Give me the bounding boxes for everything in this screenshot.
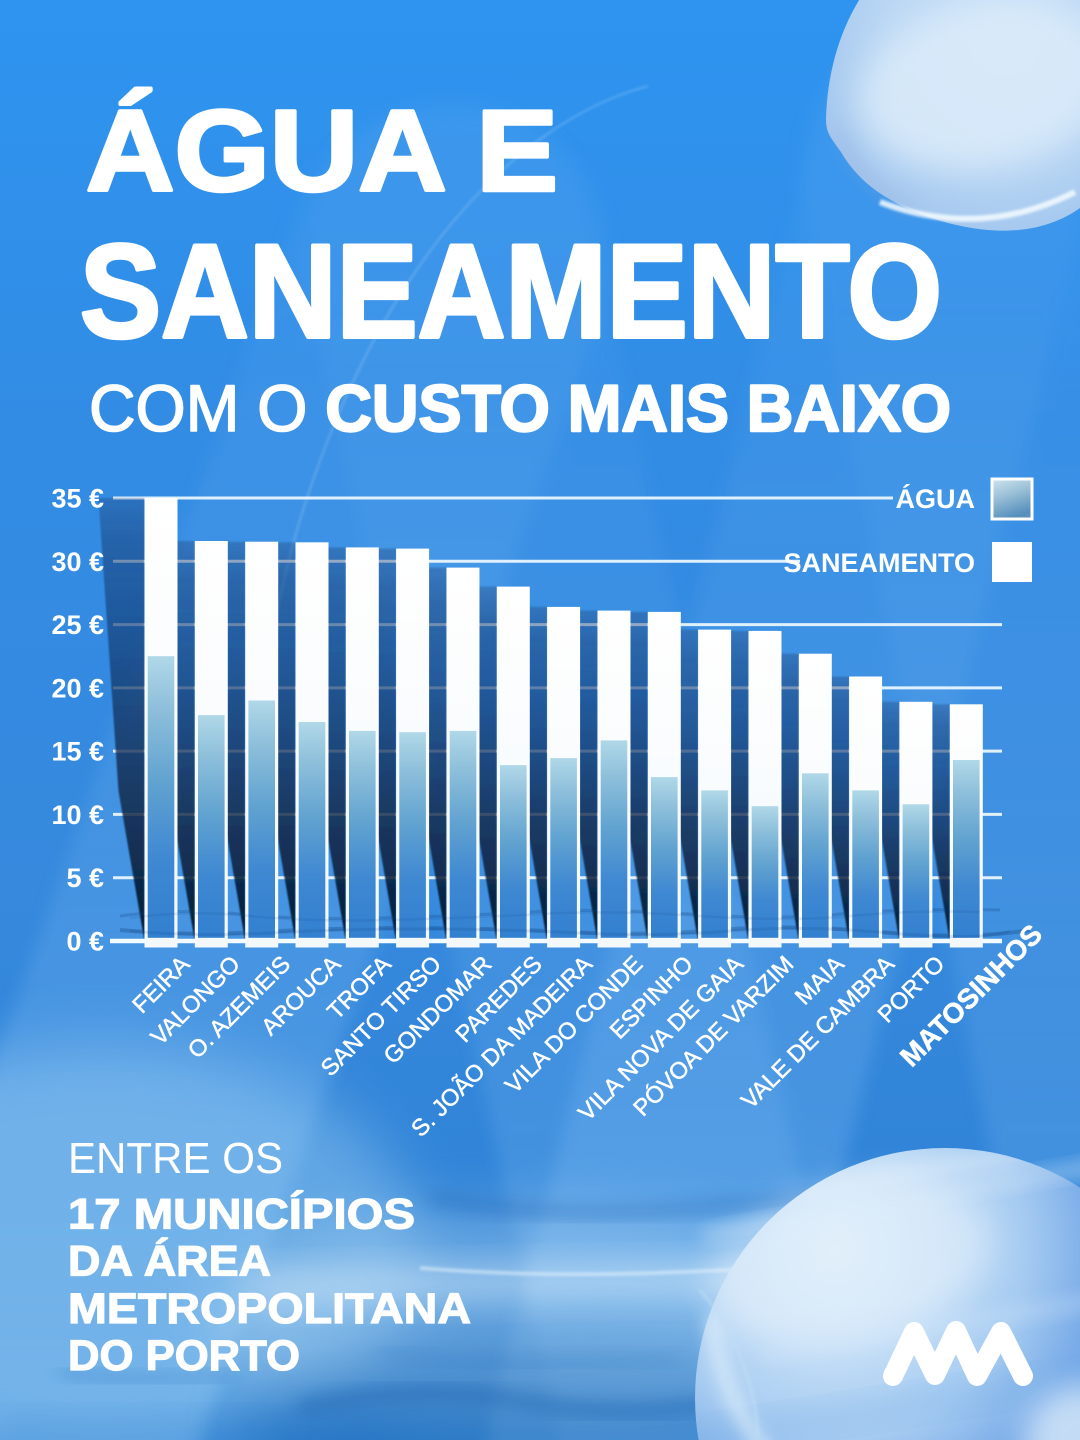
svg-text:5 €: 5 € — [66, 863, 104, 893]
svg-text:35 €: 35 € — [51, 484, 104, 514]
svg-text:20 €: 20 € — [51, 673, 104, 703]
svg-text:10 €: 10 € — [51, 800, 104, 830]
svg-text:15 €: 15 € — [51, 737, 104, 767]
svg-text:ÁGUA: ÁGUA — [896, 483, 976, 514]
svg-text:DO PORTO: DO PORTO — [68, 1332, 300, 1380]
svg-text:0 €: 0 € — [66, 927, 104, 957]
svg-text:ENTRE OS: ENTRE OS — [68, 1134, 283, 1183]
svg-text:17 MUNICÍPIOS: 17 MUNICÍPIOS — [68, 1191, 415, 1239]
svg-text:25 €: 25 € — [51, 610, 104, 640]
svg-text:SANEAMENTO: SANEAMENTO — [80, 218, 942, 366]
svg-text:COM O CUSTO MAIS BAIXO: COM O CUSTO MAIS BAIXO — [89, 371, 951, 445]
svg-text:DA ÁREA: DA ÁREA — [68, 1238, 271, 1286]
svg-text:METROPOLITANA: METROPOLITANA — [68, 1285, 471, 1333]
svg-text:30 €: 30 € — [51, 547, 104, 577]
svg-text:SANEAMENTO: SANEAMENTO — [783, 548, 975, 578]
svg-text:ÁGUA E: ÁGUA E — [86, 88, 558, 216]
